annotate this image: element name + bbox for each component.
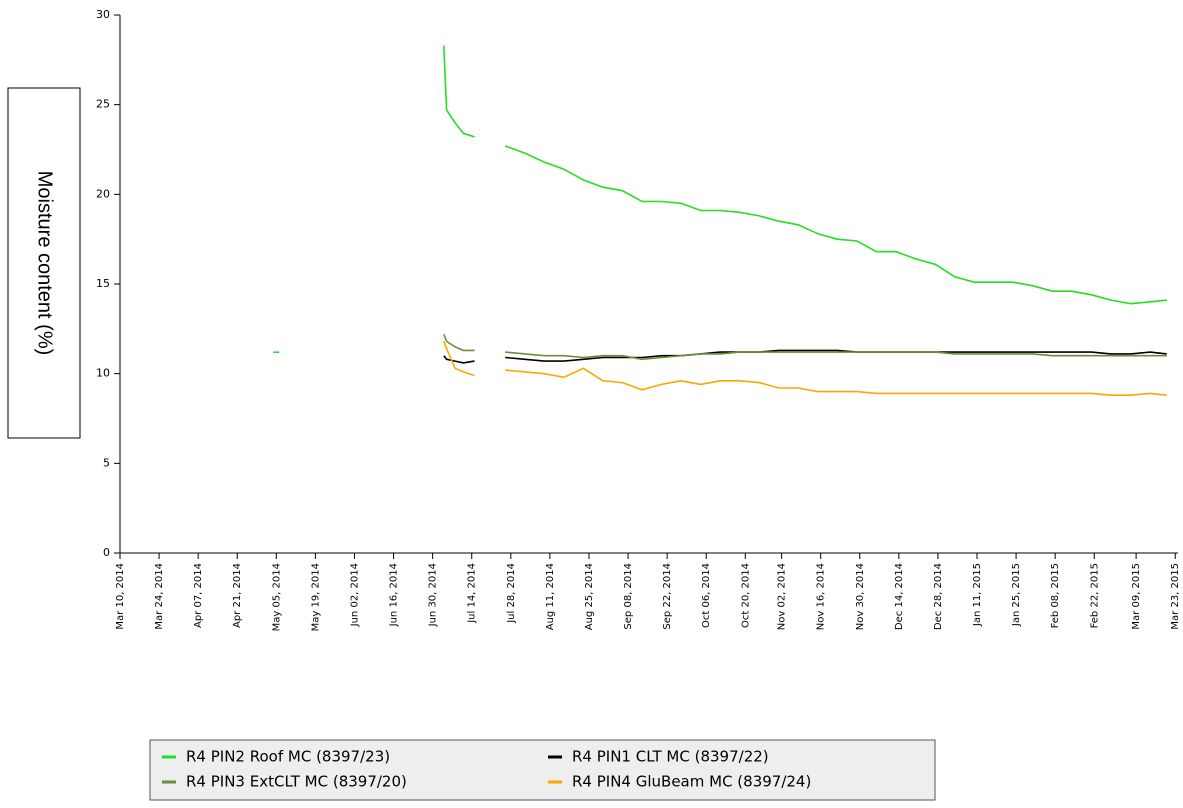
x-tick-label: Nov 02, 2014: [777, 563, 788, 630]
x-tick-label: Mar 23, 2015: [1170, 563, 1181, 630]
x-tick-label: Jul 14, 2014: [467, 563, 478, 624]
x-tick-label: Jun 30, 2014: [428, 563, 439, 627]
x-tick-label: May 05, 2014: [271, 563, 282, 631]
legend: [149, 739, 936, 801]
y-tick-label: 25: [96, 98, 110, 111]
x-tick-label: May 19, 2014: [310, 563, 321, 631]
x-tick-label: Feb 22, 2015: [1089, 563, 1100, 628]
x-tick-label: Aug 11, 2014: [545, 563, 556, 630]
legend-label: R4 PIN3 ExtCLT MC (8397/20): [186, 773, 407, 791]
x-tick-label: Jun 16, 2014: [389, 563, 400, 627]
y-tick-label: 15: [96, 277, 110, 290]
x-tick-label: Mar 09, 2015: [1131, 563, 1142, 630]
series-line: [443, 349, 1167, 364]
x-tick-label: Jun 02, 2014: [349, 563, 360, 627]
y-tick-label: 30: [96, 8, 110, 21]
legend-label: R4 PIN4 GluBeam MC (8397/24): [572, 773, 811, 791]
y-axis-label: Moisture content (%): [34, 171, 56, 356]
x-tick-label: Oct 06, 2014: [701, 563, 712, 628]
x-tick-label: Apr 21, 2014: [232, 563, 243, 628]
series-line: [443, 333, 1167, 361]
x-tick-label: Sep 08, 2014: [623, 563, 634, 630]
x-tick-label: Aug 25, 2014: [584, 563, 595, 630]
x-tick-label: Dec 14, 2014: [894, 563, 905, 630]
y-tick-label: 10: [96, 367, 110, 380]
x-tick-label: Sep 22, 2014: [662, 563, 673, 630]
x-tick-label: Mar 24, 2014: [154, 563, 165, 630]
x-tick-label: Feb 08, 2015: [1050, 563, 1061, 628]
x-tick-label: Jan 11, 2015: [972, 563, 983, 627]
x-tick-label: Jan 25, 2015: [1011, 563, 1022, 627]
x-tick-label: Dec 28, 2014: [933, 563, 944, 630]
y-tick-label: 0: [103, 546, 110, 559]
series-line: [273, 45, 1167, 353]
x-tick-label: Nov 16, 2014: [816, 563, 827, 630]
y-tick-label: 20: [96, 187, 110, 200]
series-line: [443, 341, 1167, 396]
x-tick-label: Jul 28, 2014: [506, 563, 517, 624]
x-tick-label: Oct 20, 2014: [740, 563, 751, 628]
y-label-box: [7, 87, 81, 439]
x-tick-label: Mar 10, 2014: [115, 563, 126, 630]
y-tick-label: 5: [103, 456, 110, 469]
legend-label: R4 PIN1 CLT MC (8397/22): [572, 748, 769, 766]
x-tick-label: Nov 30, 2014: [855, 563, 866, 630]
legend-label: R4 PIN2 Roof MC (8397/23): [186, 748, 390, 766]
x-tick-label: Apr 07, 2014: [193, 563, 204, 628]
